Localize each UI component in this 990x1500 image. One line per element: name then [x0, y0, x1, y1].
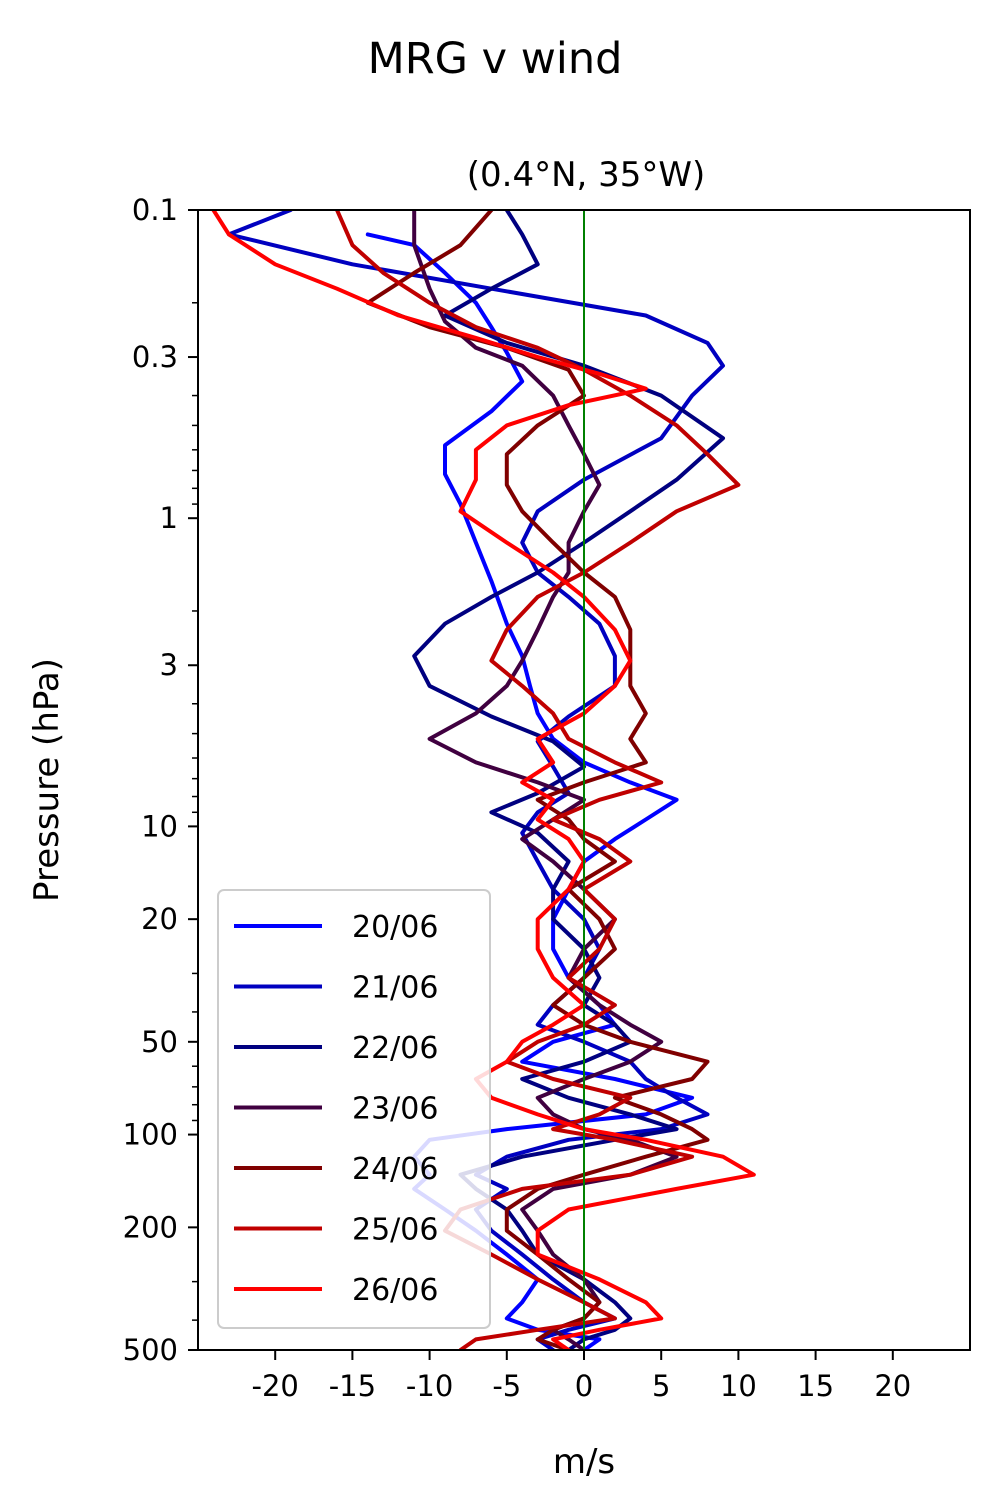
legend-label: 25/06: [352, 1213, 438, 1248]
x-tick-label: -15: [329, 1369, 376, 1403]
x-tick-label: 20: [874, 1369, 911, 1403]
x-tick-label: -10: [406, 1369, 453, 1403]
legend-label: 24/06: [352, 1152, 438, 1187]
legend-label: 26/06: [352, 1273, 438, 1308]
plot-area: [211, 210, 756, 1350]
legend-label: 23/06: [352, 1092, 438, 1127]
series-line-26-06: [211, 210, 756, 1350]
chart-suptitle: MRG v wind: [368, 34, 623, 84]
series-line-23-06: [412, 210, 679, 1350]
y-tick-label: 500: [123, 1333, 178, 1367]
x-tick-label: 5: [652, 1369, 670, 1403]
y-axis-label: Pressure (hPa): [27, 658, 67, 902]
y-tick-label: 3: [160, 648, 178, 682]
y-tick-label: 50: [141, 1025, 178, 1059]
legend-label: 21/06: [352, 971, 438, 1006]
series-line-24-06: [365, 210, 710, 1350]
x-axis: -20 -15 -10 -5 0 5 10 15 20: [252, 1350, 911, 1403]
chart-title: (0.4°N, 35°W): [467, 155, 706, 195]
x-tick-label: 10: [720, 1369, 757, 1403]
y-tick-label: 0.1: [132, 193, 178, 227]
legend-box: [217, 889, 491, 1329]
legend-label: 22/06: [352, 1031, 438, 1066]
x-tick-label: 0: [575, 1369, 593, 1403]
y-axis: 0.1 0.3 1 3 10 20 50 100 200 500: [123, 193, 198, 1367]
y-tick-label: 10: [141, 809, 178, 843]
y-tick-label: 200: [123, 1210, 178, 1244]
y-tick-label: 1: [160, 501, 178, 535]
legend: 20/06 21/06 22/06 23/06 24/06 25/06 26/06: [217, 889, 491, 1329]
legend-label: 20/06: [352, 910, 438, 945]
x-tick-label: -5: [492, 1369, 521, 1403]
x-tick-label: 15: [797, 1369, 834, 1403]
x-tick-label: -20: [252, 1369, 299, 1403]
y-tick-label: 20: [141, 902, 178, 936]
y-tick-label: 100: [123, 1118, 178, 1152]
y-tick-label: 0.3: [132, 340, 178, 374]
x-axis-label: m/s: [553, 1442, 615, 1482]
